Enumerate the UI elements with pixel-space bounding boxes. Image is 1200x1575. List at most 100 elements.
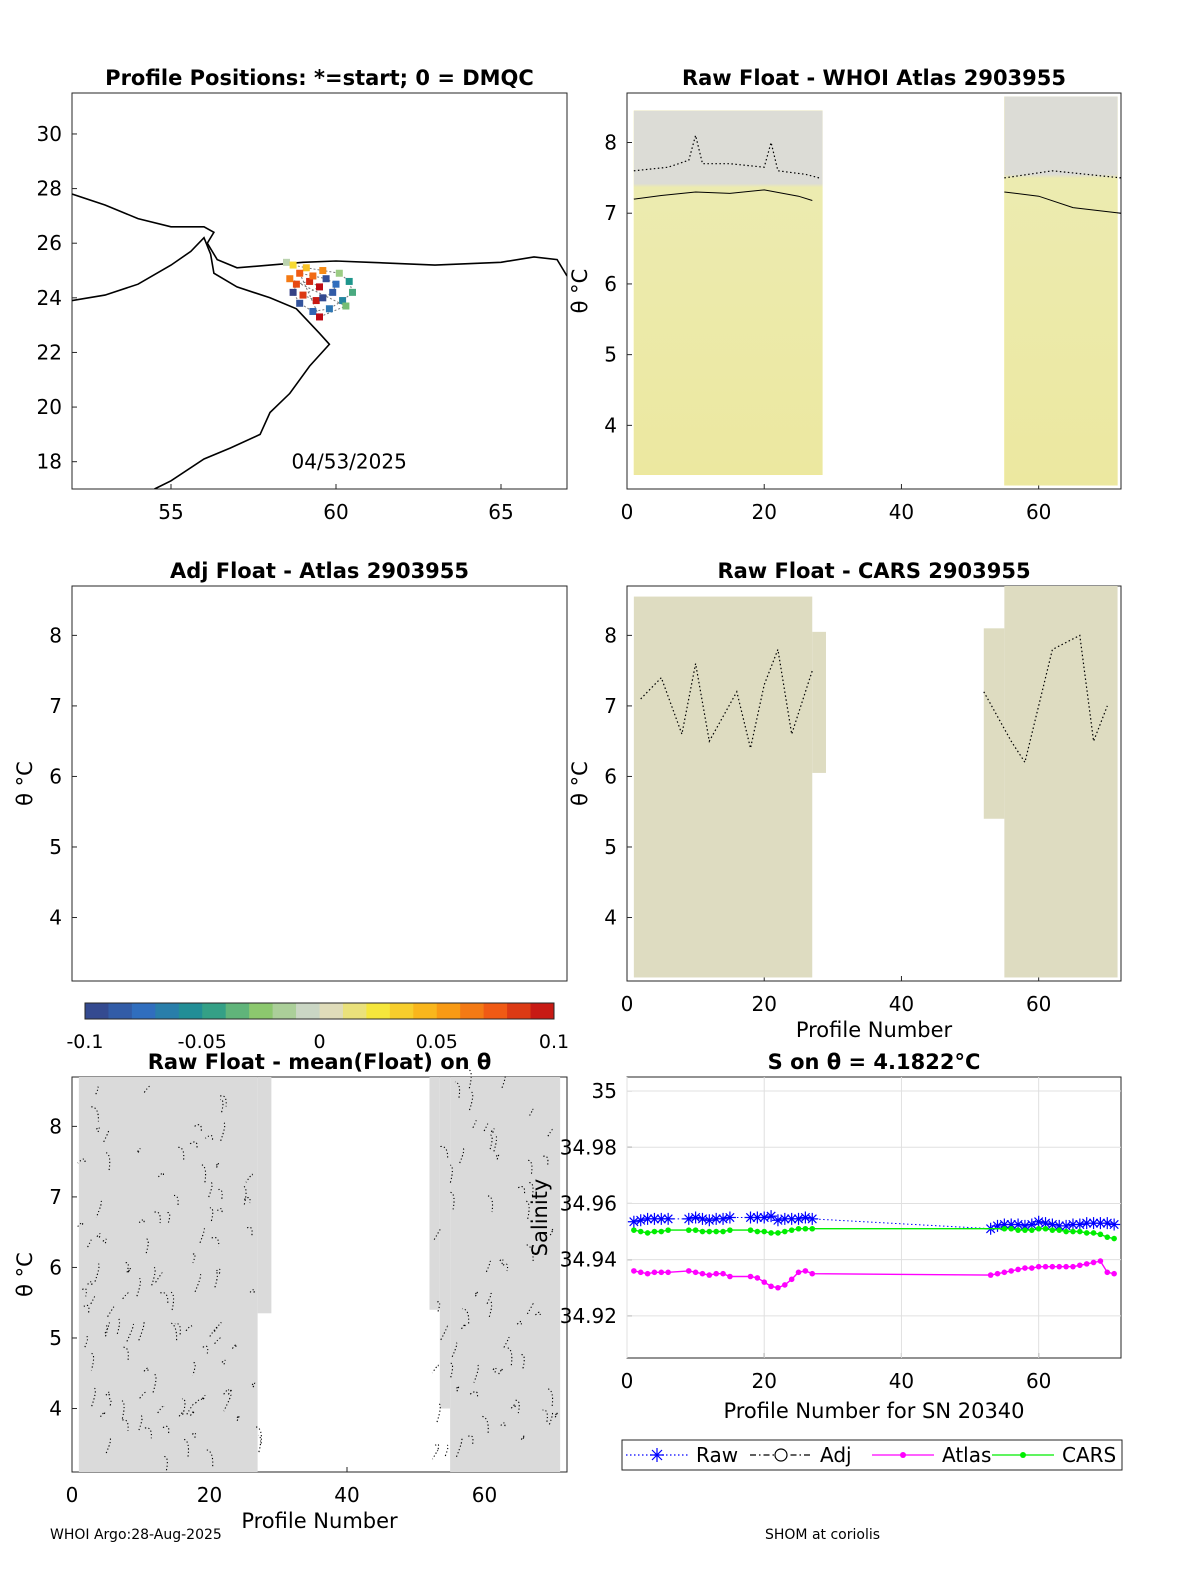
p5-contour-fragment	[433, 1229, 441, 1240]
p5-contour-fragment	[245, 1173, 253, 1183]
p5-contour-fragment	[473, 1364, 479, 1383]
p5-title: Raw Float - mean(Float) on θ	[148, 1050, 492, 1074]
p5-contour-fragment	[456, 1385, 460, 1392]
data-point-atlas	[795, 1269, 802, 1276]
data-point-raw	[1108, 1218, 1121, 1231]
colorbar-swatch	[131, 1003, 156, 1019]
data-point-cars	[713, 1228, 719, 1235]
p5-contour-fragment	[468, 1091, 474, 1111]
colorbar-tick-label: -0.1	[66, 1031, 103, 1053]
p5-contour-fragment	[487, 1195, 494, 1213]
data-point-cars	[1111, 1235, 1117, 1242]
data-point-atlas	[685, 1268, 692, 1274]
data-point-cars	[1104, 1234, 1111, 1240]
data-point-atlas	[644, 1270, 651, 1277]
p5-contour-fragment	[102, 1238, 107, 1245]
p5-contour-fragment	[125, 1262, 129, 1274]
p5-contour-fragment	[461, 1323, 466, 1330]
p4-axes	[626, 585, 1122, 982]
series-line-atlas	[633, 1260, 1115, 1289]
p6-ytick-label: 34.98	[560, 1135, 617, 1159]
data-point-atlas	[713, 1270, 719, 1277]
profile-position-marker	[319, 267, 327, 275]
data-point-raw	[778, 1212, 791, 1225]
map-ytick-label: 20	[37, 395, 62, 419]
data-point-atlas	[987, 1272, 994, 1278]
data-point-atlas	[802, 1268, 809, 1274]
p4-contour-dotted	[640, 647, 813, 749]
p5-contour-fragment	[193, 1274, 202, 1294]
data-point-cars	[1070, 1228, 1076, 1235]
map-frame	[71, 92, 568, 490]
p5-contour-fragment	[251, 1382, 256, 1388]
p3-ytick-label: 5	[49, 835, 62, 859]
p6-xlabel: Profile Number for SN 20340	[723, 1399, 1024, 1423]
p5-contour-fragment	[503, 1336, 510, 1348]
p5-contour-fragment	[221, 1359, 226, 1366]
data-point-atlas	[788, 1276, 795, 1283]
map-xtick-label: 65	[488, 500, 513, 524]
coastline	[72, 236, 331, 489]
data-point-raw	[696, 1212, 709, 1225]
profile-position-marker	[292, 280, 300, 288]
p5-xtick-label: 40	[334, 1483, 359, 1507]
colorbar-swatch	[202, 1003, 227, 1019]
data-point-cars	[651, 1228, 658, 1235]
p2-ytick-label: 6	[604, 272, 617, 296]
data-point-cars	[788, 1227, 795, 1233]
data-point-cars	[1022, 1227, 1028, 1233]
p5-contour-fragment	[516, 1320, 523, 1326]
data-point-atlas	[761, 1279, 768, 1285]
p4-ytick-label: 8	[604, 623, 617, 647]
data-point-raw	[723, 1211, 736, 1224]
p5-xtick-label: 0	[66, 1483, 79, 1507]
colorbar-tick-label: -0.05	[178, 1031, 227, 1053]
p5-contour-fragment	[481, 1415, 489, 1433]
profile-position-marker	[309, 272, 317, 280]
profile-position-marker	[339, 297, 347, 305]
p2-xtick-label: 40	[889, 500, 914, 524]
p3-ytick-label: 8	[49, 623, 62, 647]
p5-contour-fragment	[139, 1391, 147, 1399]
p5-contour-fragment	[526, 1303, 534, 1316]
p5-contour-fragment	[164, 1455, 168, 1473]
p5-contour-fragment	[208, 1326, 218, 1338]
p5-contour-fragment	[510, 1403, 516, 1410]
p2-data-shade	[633, 110, 823, 475]
data-point-atlas	[1035, 1263, 1042, 1270]
p5-contour-fragment	[502, 1263, 509, 1272]
profile-position-marker	[306, 277, 314, 285]
data-point-cars	[1001, 1225, 1008, 1232]
profile-position-marker	[289, 261, 297, 269]
colorbar-swatch	[108, 1003, 133, 1019]
data-point-raw	[991, 1219, 1004, 1232]
p3-ytick-label: 4	[49, 906, 62, 930]
profile-position-marker	[286, 275, 294, 283]
p5-contour-fragment	[145, 1238, 149, 1255]
p3-ytick-label: 6	[49, 764, 62, 788]
data-point-cars	[1042, 1225, 1049, 1232]
p4-ytick-label: 5	[604, 835, 617, 859]
p5-contour-fragment	[201, 1164, 207, 1183]
data-point-atlas	[1042, 1263, 1049, 1270]
colorbar-swatch	[436, 1003, 461, 1019]
data-point-atlas	[1097, 1258, 1104, 1264]
profile-position-marker	[319, 294, 327, 302]
p5-contour-fragment	[255, 1426, 262, 1444]
p5-contour-fragment	[450, 1191, 455, 1210]
p6-legend	[621, 1439, 1123, 1471]
p5-contour-fragment	[208, 1182, 213, 1198]
p5-contour-fragment	[178, 1411, 184, 1418]
data-point-raw	[998, 1218, 1011, 1231]
p6-ytick-label: 34.92	[560, 1304, 617, 1328]
p5-contour-fragment	[194, 1124, 202, 1131]
p5-contour-fragment	[202, 1345, 209, 1354]
p5-xtick-label: 20	[197, 1483, 222, 1507]
p5-contour-fragment	[437, 1301, 441, 1312]
p5-contour-fragment	[90, 1296, 96, 1305]
data-point-atlas	[1111, 1270, 1117, 1277]
data-point-raw	[1101, 1217, 1114, 1230]
p5-contour-fragment	[105, 1391, 111, 1397]
legend-entry-label: Raw	[696, 1443, 738, 1467]
p5-contour-fragment	[189, 1410, 195, 1417]
